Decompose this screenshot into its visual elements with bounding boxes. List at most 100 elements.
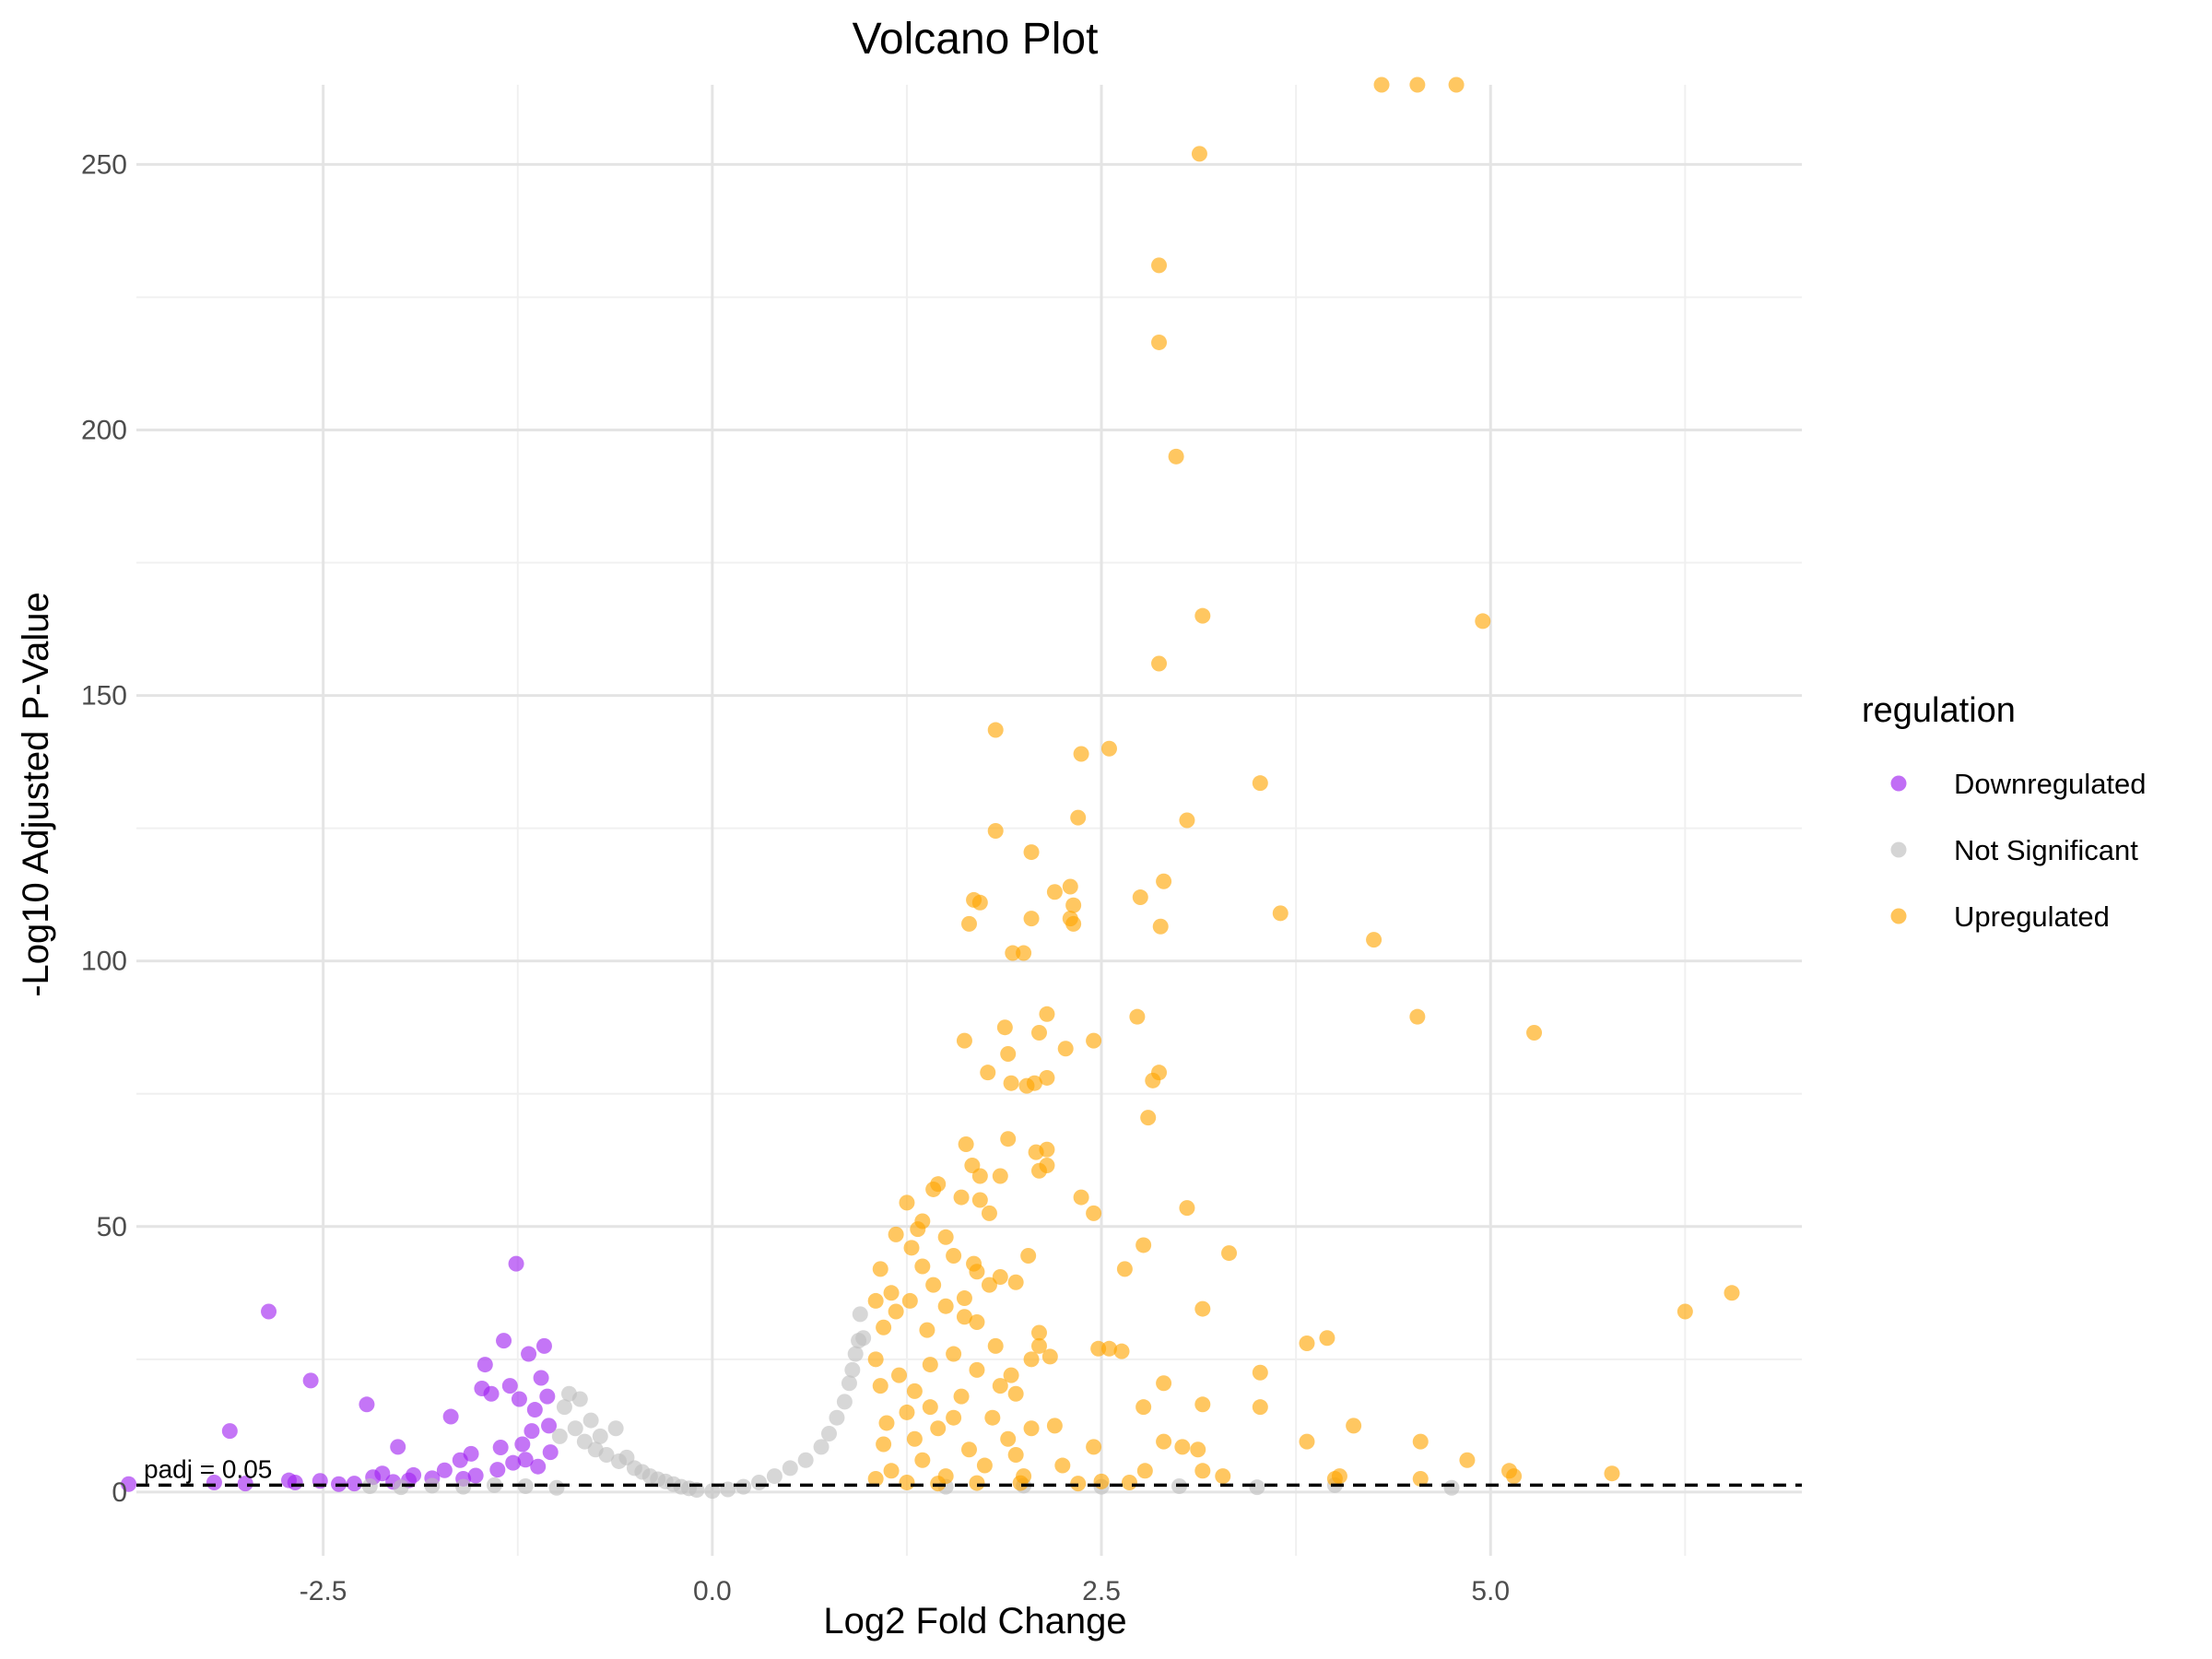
upregulated-point xyxy=(1065,915,1082,932)
upregulated-point xyxy=(899,1474,915,1490)
upregulated-point xyxy=(1156,1433,1172,1450)
downregulated-point xyxy=(442,1408,459,1425)
upregulated-point xyxy=(996,1019,1013,1036)
y-axis-ticks: 0 50 100 150 200 250 xyxy=(81,149,127,1507)
upregulated-point xyxy=(1174,1439,1191,1455)
not-significant-point xyxy=(813,1439,830,1455)
upregulated-point xyxy=(1023,844,1040,861)
upregulated-point xyxy=(1070,809,1087,826)
not-significant-point xyxy=(551,1428,568,1444)
upregulated-point xyxy=(937,1229,954,1245)
upregulated-point xyxy=(1194,1300,1211,1317)
upregulated-point xyxy=(1140,1110,1157,1126)
downregulated-point xyxy=(346,1476,362,1492)
upregulated-point xyxy=(1677,1303,1693,1320)
upregulated-point xyxy=(969,1264,985,1280)
downregulated-point xyxy=(492,1439,509,1455)
upregulated-point xyxy=(1409,1008,1426,1025)
upregulated-point xyxy=(1475,613,1491,629)
not-significant-point xyxy=(797,1452,814,1468)
upregulated-point xyxy=(1346,1418,1362,1434)
upregulated-point xyxy=(1086,1439,1102,1455)
not-significant-point xyxy=(704,1483,721,1500)
upregulated-point xyxy=(961,915,977,932)
upregulated-point xyxy=(1041,1348,1058,1365)
upregulated-point xyxy=(1724,1285,1740,1301)
downregulated-point xyxy=(489,1462,506,1478)
upregulated-point xyxy=(1100,1340,1117,1357)
upregulated-point xyxy=(903,1240,920,1256)
upregulated-point xyxy=(956,1032,972,1049)
upregulated-point xyxy=(1319,1330,1335,1347)
upregulated-point xyxy=(1252,1364,1268,1381)
upregulated-point xyxy=(1000,1046,1017,1063)
not-significant-point xyxy=(841,1375,857,1392)
upregulated-point xyxy=(1116,1261,1133,1277)
x-tick-label: -2.5 xyxy=(300,1576,347,1606)
legend-item-upregulated-label: Upregulated xyxy=(1954,900,2110,933)
downregulated-point xyxy=(511,1391,527,1407)
upregulated-point xyxy=(1018,1077,1035,1094)
upregulated-point xyxy=(946,1409,962,1426)
upregulated-point xyxy=(1065,897,1082,913)
not-significant-point xyxy=(567,1420,583,1437)
upregulated-point xyxy=(1412,1470,1429,1487)
upregulated-point xyxy=(910,1221,926,1238)
upregulated-point xyxy=(1501,1463,1518,1479)
upregulated-point xyxy=(1331,1468,1347,1485)
not-significant-point xyxy=(844,1361,861,1378)
upregulated-point xyxy=(1046,1418,1063,1434)
downregulated-point xyxy=(359,1396,375,1413)
not-significant-point xyxy=(517,1478,534,1495)
upregulated-point xyxy=(1039,1069,1055,1086)
major-grid xyxy=(136,85,1802,1556)
y-tick-label: 250 xyxy=(81,149,127,180)
not-significant-point xyxy=(847,1346,864,1362)
downregulated-point xyxy=(533,1370,549,1386)
upregulated-point xyxy=(1062,878,1078,895)
y-tick-label: 150 xyxy=(81,681,127,712)
upregulated-point xyxy=(1003,1367,1019,1383)
upregulated-point xyxy=(992,1168,1008,1184)
upregulated-point xyxy=(1039,1141,1055,1158)
upregulated-point xyxy=(1005,945,1021,961)
upregulated-point xyxy=(1086,1205,1102,1221)
upregulated-point xyxy=(1007,1385,1024,1402)
downregulated-point xyxy=(541,1418,558,1434)
legend-item-downregulated-swatch xyxy=(1890,775,1907,792)
upregulated-point xyxy=(1023,911,1040,927)
upregulated-point xyxy=(914,1258,931,1275)
legend-item-upregulated-swatch xyxy=(1890,908,1907,924)
upregulated-point xyxy=(1526,1024,1543,1041)
upregulated-point xyxy=(984,1409,1001,1426)
upregulated-point xyxy=(1030,1024,1047,1041)
upregulated-point xyxy=(872,1261,888,1277)
upregulated-point xyxy=(1191,146,1207,162)
not-significant-point xyxy=(582,1412,599,1429)
downregulated-point xyxy=(237,1476,253,1492)
not-significant-point xyxy=(607,1420,624,1437)
upregulated-point xyxy=(914,1452,931,1468)
upregulated-point xyxy=(969,1313,985,1330)
legend-item-not-significant-swatch xyxy=(1890,841,1907,858)
upregulated-point xyxy=(1366,932,1382,948)
downregulated-point xyxy=(496,1333,512,1349)
upregulated-point xyxy=(1252,775,1268,792)
upregulated-point xyxy=(1604,1465,1620,1482)
upregulated-point xyxy=(981,1205,997,1221)
upregulated-point xyxy=(1121,1474,1137,1490)
upregulated-point xyxy=(1046,884,1063,900)
not-significant-point xyxy=(829,1409,845,1426)
x-tick-label: 5.0 xyxy=(1471,1576,1510,1606)
upregulated-point xyxy=(906,1382,923,1399)
not-significant-point xyxy=(571,1391,588,1407)
x-tick-label: 2.5 xyxy=(1082,1576,1121,1606)
upregulated-point xyxy=(867,1351,884,1368)
upregulated-point xyxy=(899,1404,915,1420)
upregulated-point xyxy=(876,1436,892,1453)
upregulated-point xyxy=(980,1065,996,1081)
downregulated-point xyxy=(501,1378,518,1394)
upregulated-point xyxy=(1054,1457,1071,1474)
upregulated-point xyxy=(1030,1337,1047,1354)
